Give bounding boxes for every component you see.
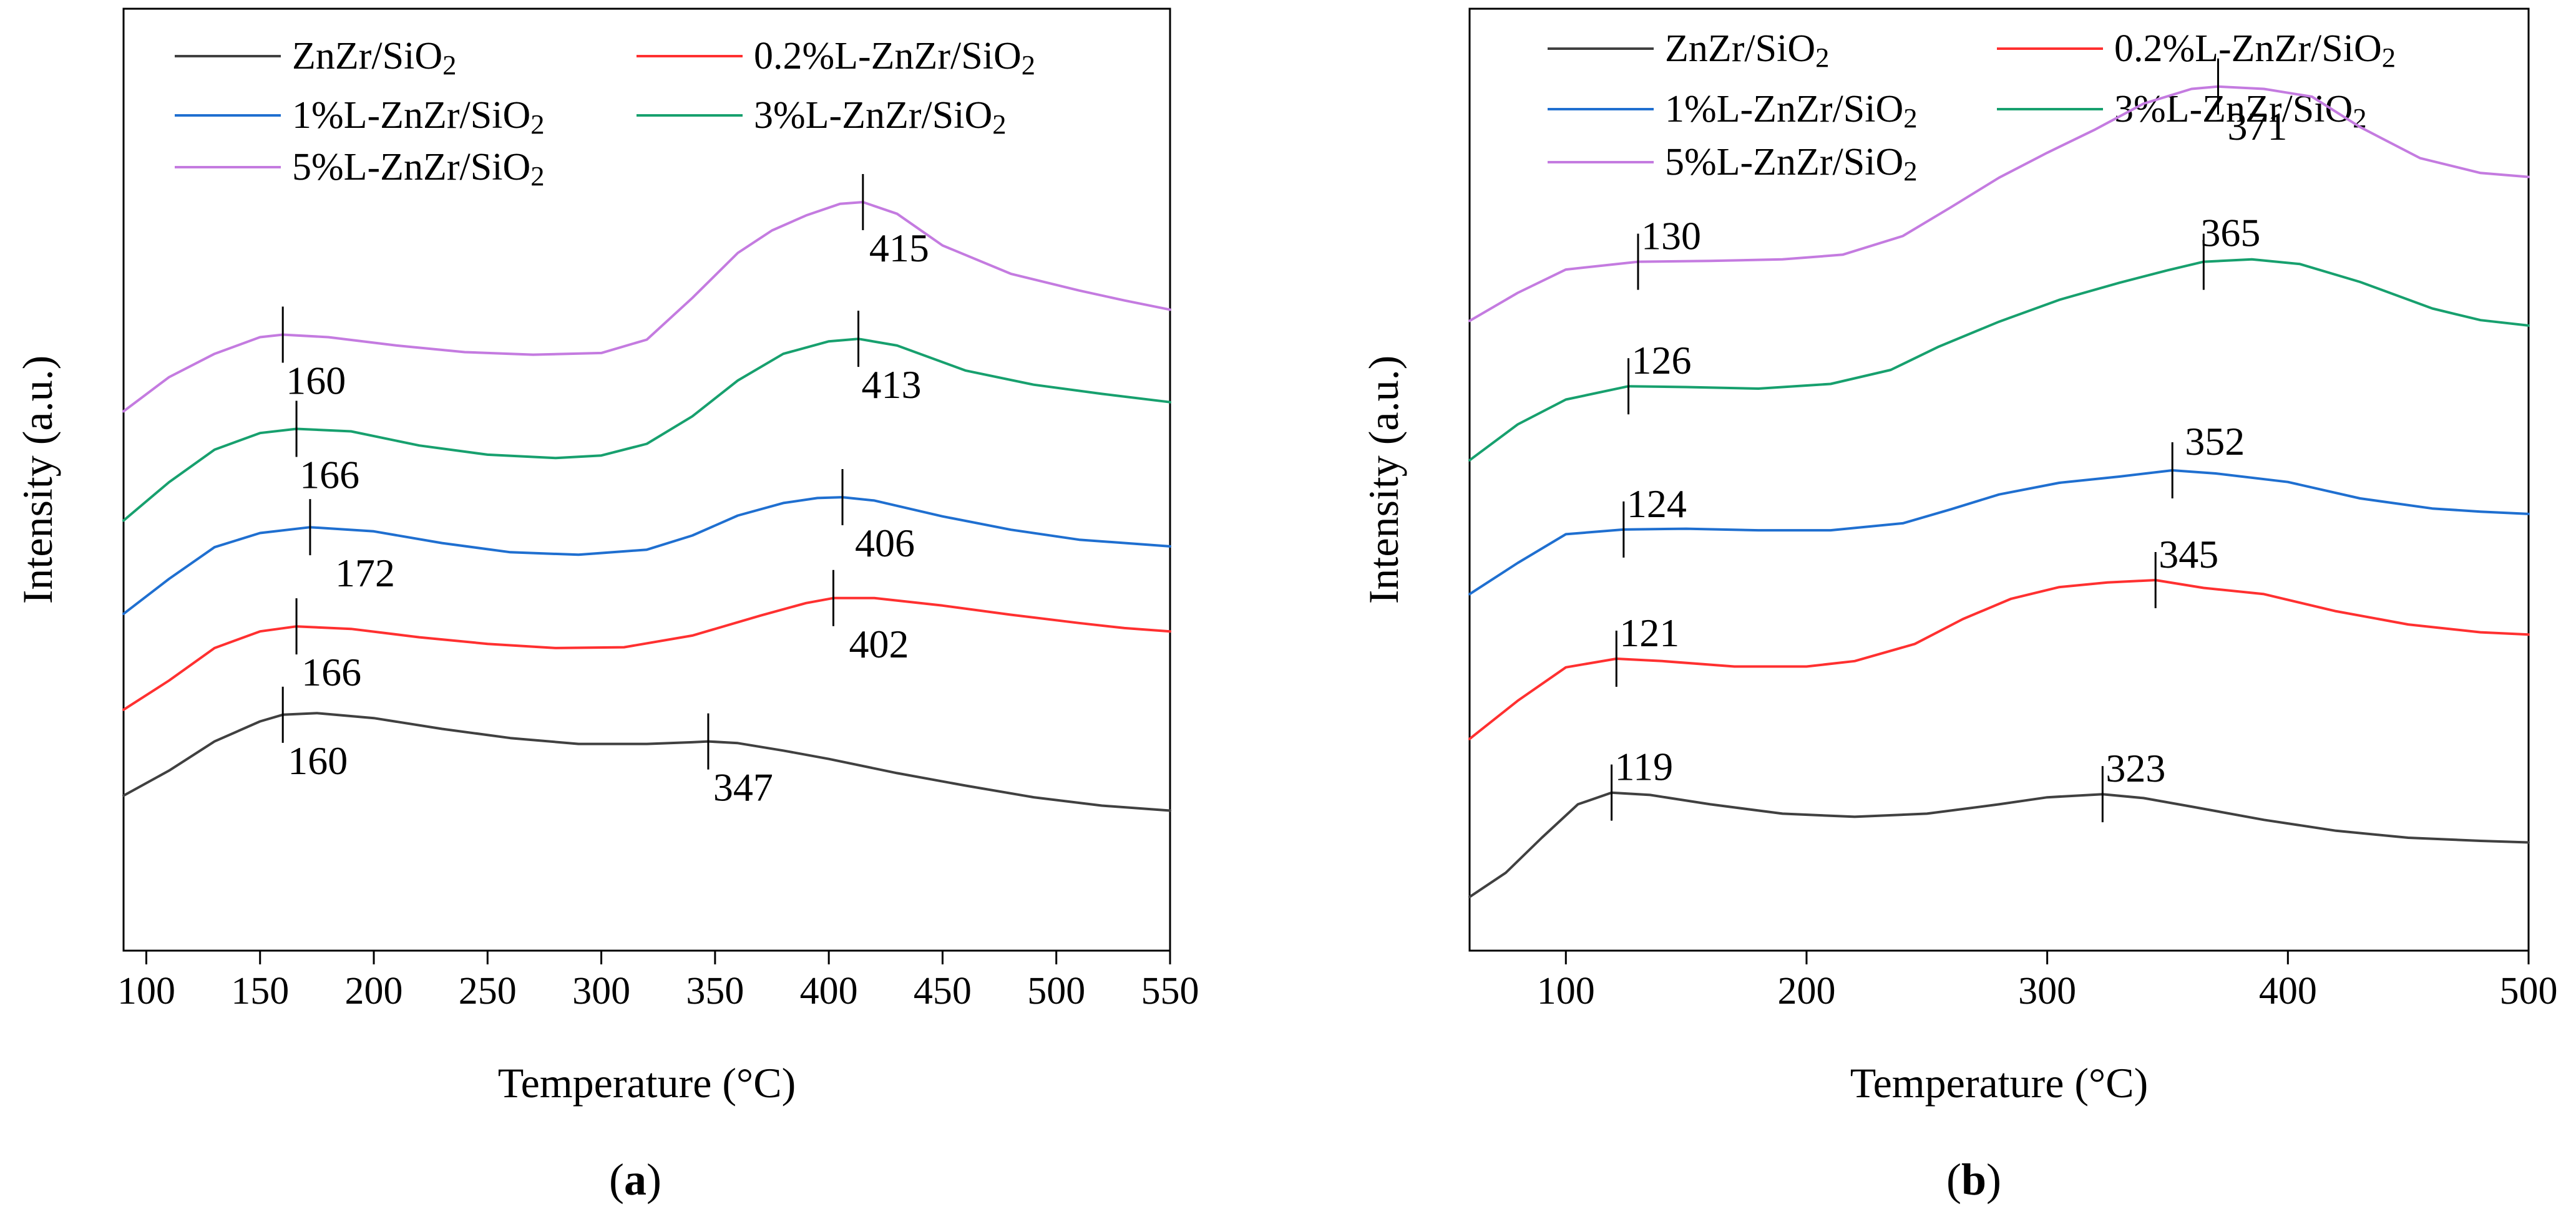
y-axis-label: Intensity (a.u.) [1360,356,1407,604]
y-axis-label: Intensity (a.u.) [14,356,61,604]
series-line [122,201,1171,413]
legend-entry: ZnZr/SiO2 [1665,27,1829,73]
x-tick-label: 100 [1537,970,1595,1012]
x-tick-label: 350 [686,970,744,1012]
x-tick-label: 150 [231,970,289,1012]
x-tick-label: 400 [800,970,858,1012]
peak-label: 352 [2185,419,2245,463]
x-tick-label: 200 [1777,970,1835,1012]
legend-entry: 1%L-ZnZr/SiO2 [292,94,545,140]
peak-label: 126 [1632,338,1692,382]
peak-label: 415 [869,226,929,270]
peak-label: 413 [862,362,922,407]
peak-label: 160 [286,358,346,402]
x-axis-label: Temperature (°C) [498,1059,796,1107]
peak-label: 166 [300,452,359,497]
legend-entry: 5%L-ZnZr/SiO2 [1665,141,1918,187]
series-line [122,712,1171,812]
x-tick-label: 550 [1141,970,1199,1012]
legend-entry: 3%L-ZnZr/SiO2 [2114,88,2367,133]
peak-label: 371 [2227,104,2287,148]
panel-label: (a) [609,1155,661,1205]
peak-label: 124 [1627,482,1687,526]
legend-entry: ZnZr/SiO2 [292,35,456,80]
peak-label: 166 [301,650,361,694]
x-tick-label: 500 [2500,970,2558,1012]
x-tick-label: 300 [2018,970,2076,1012]
peak-label: 130 [1641,214,1701,258]
legend-entry: 0.2%L-ZnZr/SiO2 [2114,27,2396,73]
legend-entry: 0.2%L-ZnZr/SiO2 [754,35,1035,80]
peak-label: 402 [849,622,909,666]
series-line [1468,258,2530,462]
x-tick-label: 450 [914,970,972,1012]
x-tick-label: 200 [345,970,403,1012]
x-tick-label: 300 [572,970,630,1012]
peak-label: 160 [288,739,348,783]
x-tick-label: 400 [2259,970,2317,1012]
series-line [122,596,1171,711]
chart-panel-a: 100 150 200 250 300 350 400 450 500 550 Temperatur… [14,7,1199,1205]
peak-label: 119 [1615,745,1674,789]
x-tick-label: 100 [117,970,175,1012]
legend-entry: 5%L-ZnZr/SiO2 [292,146,545,192]
series-line [1468,85,2530,322]
chart-panel-b: 100 200 300 400 500 Temperature (°C) Intensity… [1360,7,2558,1205]
x-tick-label: 250 [459,970,517,1012]
series-line [122,337,1171,522]
legend-entry: 3%L-ZnZr/SiO2 [754,94,1007,140]
peak-label: 347 [713,765,773,810]
peak-label: 323 [2105,746,2165,790]
x-axis-label: Temperature (°C) [1850,1059,2148,1107]
peak-label: 172 [335,551,395,595]
series-line [122,496,1171,616]
peak-label: 365 [2200,211,2260,255]
series-line [1468,791,2530,898]
peak-label: 345 [2159,532,2218,576]
peak-label: 406 [855,521,915,565]
x-tick-label: 500 [1027,970,1085,1012]
panel-label: (b) [1946,1155,2001,1205]
plot-frame [122,7,1171,952]
peak-label: 121 [1619,611,1679,655]
legend-entry: 1%L-ZnZr/SiO2 [1665,88,1918,133]
plot-frame [1468,7,2530,952]
series-line [1468,579,2530,740]
